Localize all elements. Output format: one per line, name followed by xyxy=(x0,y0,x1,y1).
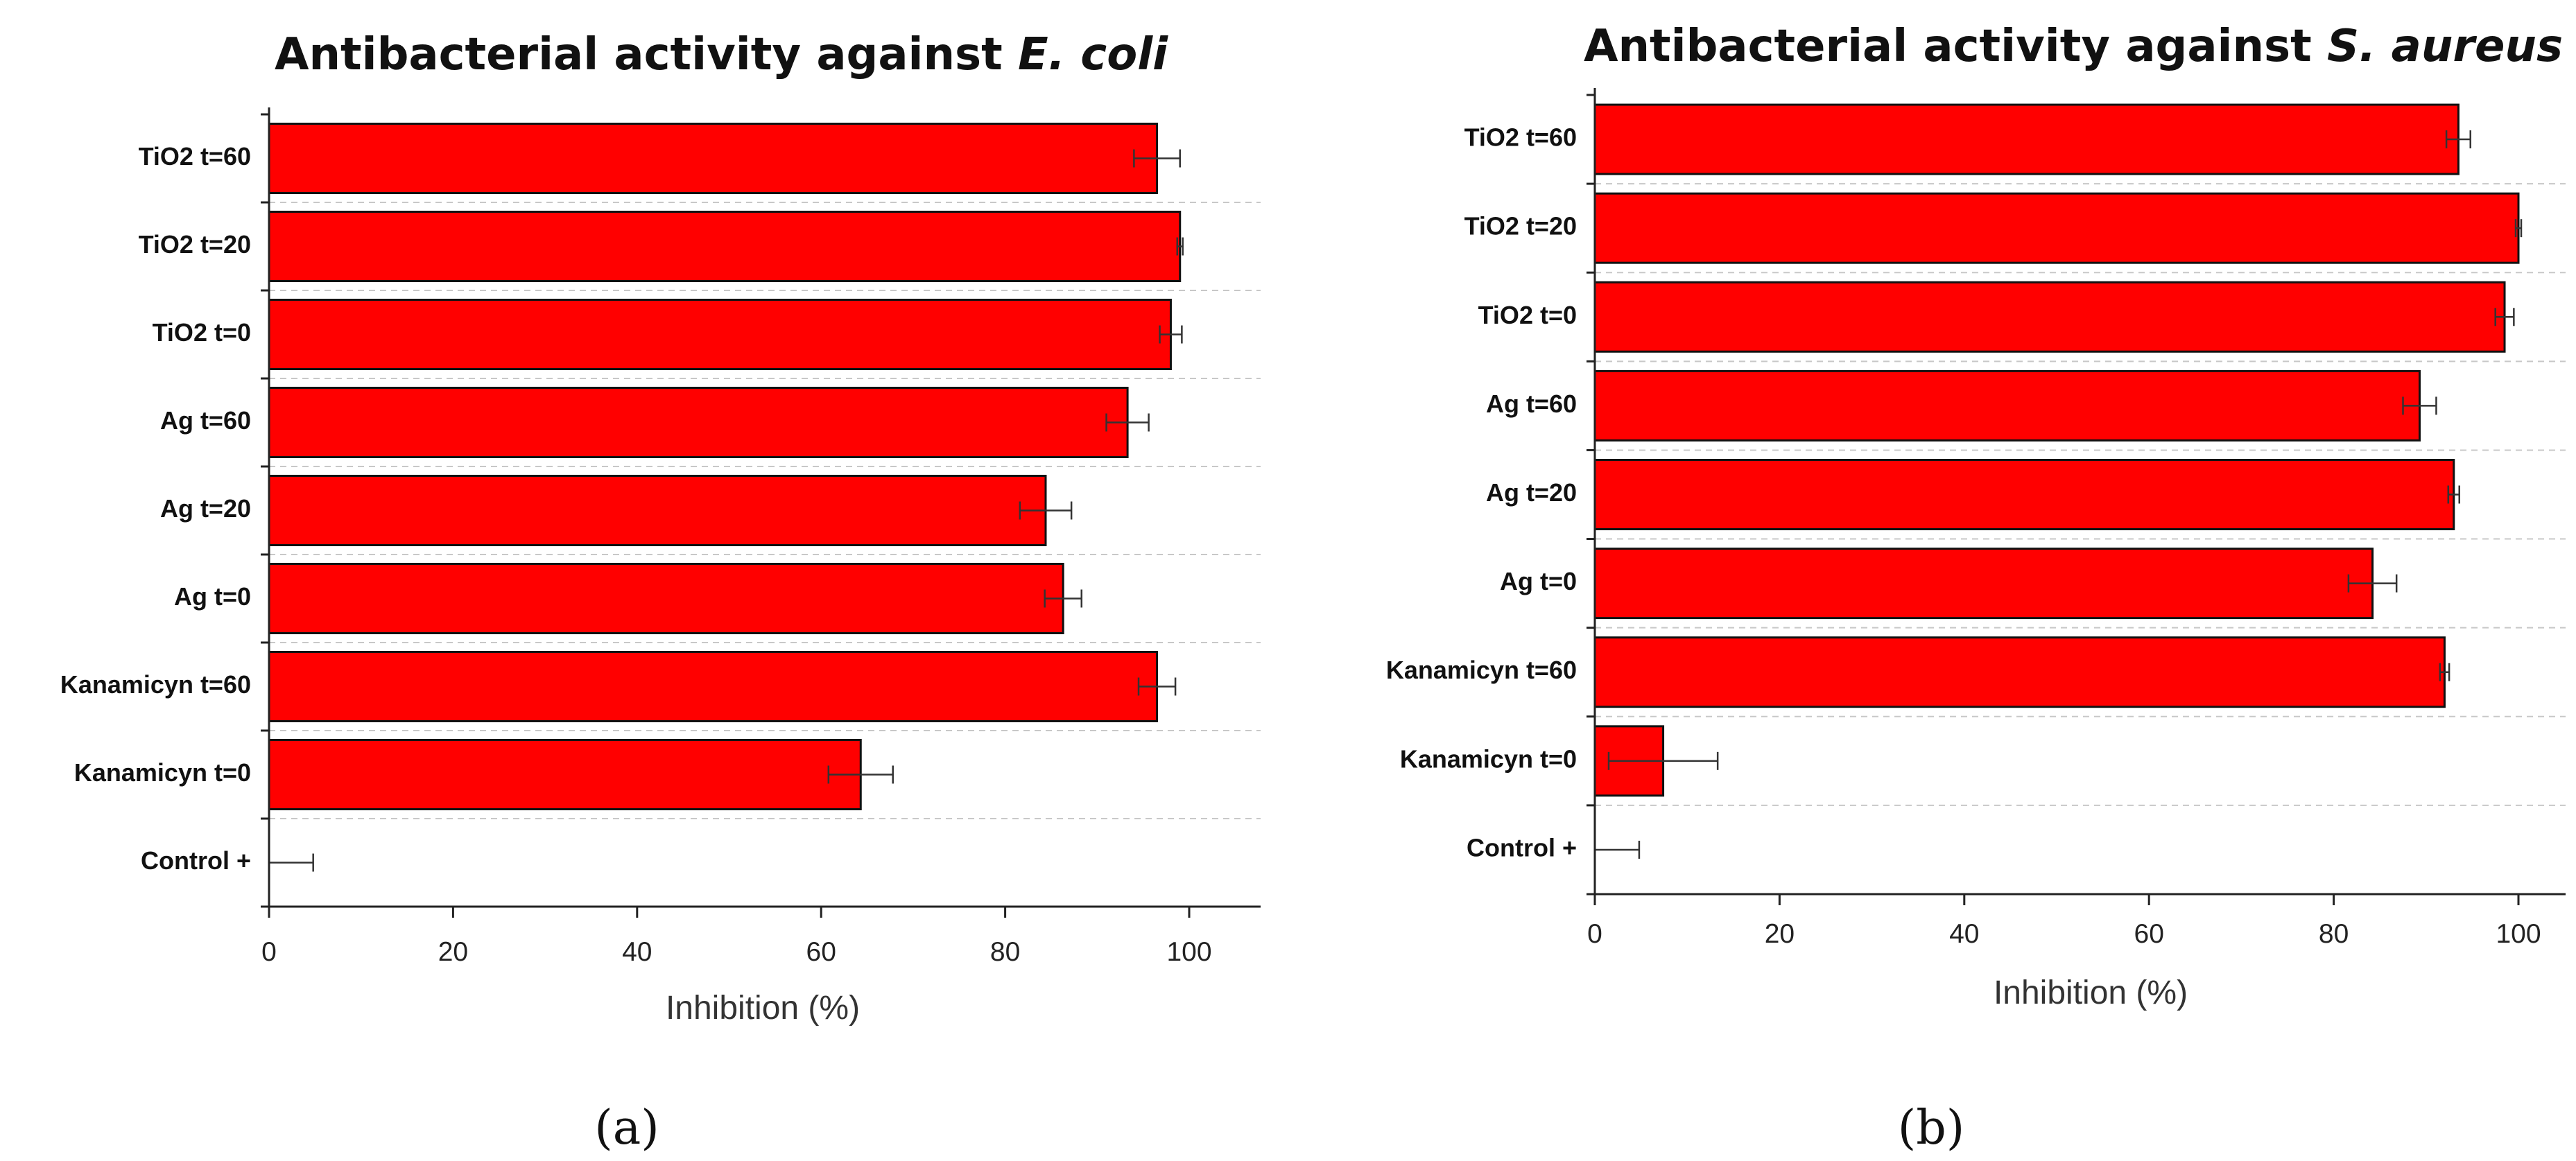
category-label-tio2-t-0: TiO2 t=0 xyxy=(1478,301,1577,329)
bars-ecoli xyxy=(268,123,1184,872)
bar-kanamicyn-t-60 xyxy=(1593,636,2446,708)
x-tick-label: 100 xyxy=(1166,937,1211,967)
bar-ag-t-20 xyxy=(1593,459,2455,530)
category-label-tio2-t-20: TiO2 t=20 xyxy=(1464,212,1577,241)
category-label-tio2-t-60: TiO2 t=60 xyxy=(139,142,251,171)
x-tick-label: 0 xyxy=(1587,919,1602,949)
chart-title-saureus: Antibacterial activity against S. aureus xyxy=(1584,21,2563,72)
category-label-ag-t-20: Ag t=20 xyxy=(1486,478,1577,507)
bar-tio2-t-60 xyxy=(1593,103,2460,175)
bar-tio2-t-0 xyxy=(268,299,1172,370)
x-tick-label: 60 xyxy=(2134,919,2164,949)
x-axis-label-saureus: Inhibition (%) xyxy=(1994,975,2188,1011)
bar-ag-t-0 xyxy=(268,563,1064,634)
category-label-ag-t-0: Ag t=0 xyxy=(1500,567,1577,595)
x-tick-label: 20 xyxy=(1765,919,1795,949)
panel-label-b: (b) xyxy=(1898,1101,1965,1155)
axes-saureus: TiO2 t=60 TiO2 t=20 TiO2 t=0 Ag t=60 Ag t=20… xyxy=(1386,88,2566,949)
bar-ag-t-60 xyxy=(268,387,1129,458)
category-label-control: Control + xyxy=(141,846,251,875)
category-label-kanamicyn-t-0: Kanamicyn t=0 xyxy=(74,758,251,787)
x-tick-label: 60 xyxy=(806,937,836,967)
category-label-ag-t-20: Ag t=20 xyxy=(160,494,251,523)
category-label-kanamicyn-t-60: Kanamicyn t=60 xyxy=(1386,656,1577,684)
x-tick-label: 40 xyxy=(622,937,652,967)
bar-tio2-t-0 xyxy=(1593,281,2506,353)
chart-panel-ecoli: Antibacterial activity against E. coli T… xyxy=(60,29,1261,1155)
category-label-control: Control + xyxy=(1467,833,1577,862)
category-label-tio2-t-60: TiO2 t=60 xyxy=(1464,123,1577,152)
chart-title-ecoli: Antibacterial activity against E. coli xyxy=(275,29,1168,80)
x-tick-label: 0 xyxy=(261,937,277,967)
category-label-ag-t-60: Ag t=60 xyxy=(1486,390,1577,418)
panel-label-a: (a) xyxy=(594,1101,659,1155)
x-axis-label-ecoli: Inhibition (%) xyxy=(666,990,860,1027)
category-label-kanamicyn-t-0: Kanamicyn t=0 xyxy=(1400,744,1577,773)
x-tick-label: 20 xyxy=(438,937,468,967)
x-tick-label: 40 xyxy=(1949,919,1979,949)
bar-tio2-t-20 xyxy=(1593,192,2520,264)
bar-ag-t-0 xyxy=(1593,548,2374,620)
bar-ag-t-20 xyxy=(268,475,1047,546)
category-label-tio2-t-20: TiO2 t=20 xyxy=(139,230,251,259)
category-label-ag-t-0: Ag t=0 xyxy=(174,582,251,611)
chart-panel-saureus: Antibacterial activity against S. aureus… xyxy=(1386,21,2566,1155)
axes-ecoli: TiO2 t=60 TiO2 t=20 TiO2 t=0 Ag t=60 Ag t=20… xyxy=(60,107,1261,967)
bars-saureus xyxy=(1593,103,2523,859)
bar-ag-t-60 xyxy=(1593,369,2421,442)
x-tick-label: 100 xyxy=(2496,919,2541,949)
category-label-kanamicyn-t-60: Kanamicyn t=60 xyxy=(60,670,251,699)
bar-kanamicyn-t-0 xyxy=(268,739,862,810)
bar-kanamicyn-t-60 xyxy=(268,651,1159,722)
category-label-ag-t-60: Ag t=60 xyxy=(160,406,251,435)
x-tick-label: 80 xyxy=(990,937,1020,967)
bar-tio2-t-60 xyxy=(268,123,1159,194)
bar-tio2-t-20 xyxy=(268,211,1182,282)
x-tick-label: 80 xyxy=(2319,919,2349,949)
category-label-tio2-t-0: TiO2 t=0 xyxy=(153,318,251,347)
